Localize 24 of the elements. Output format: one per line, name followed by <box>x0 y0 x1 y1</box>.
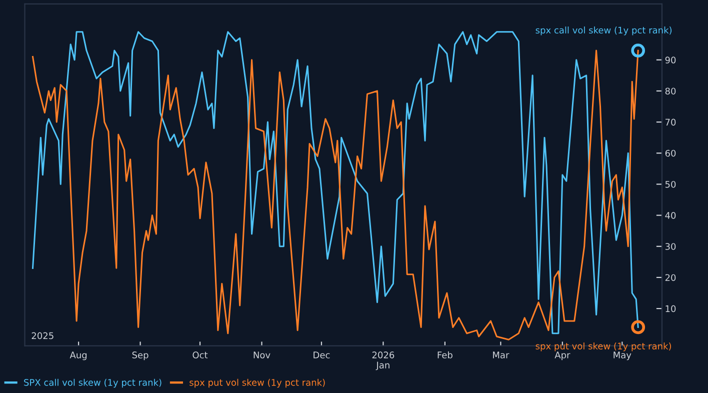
legend-label: spx put vol skew (1y pct rank) <box>190 378 325 388</box>
y-tick-label: 80 <box>665 88 676 95</box>
y-tick-label: 10 <box>666 305 676 312</box>
y-tick-label: 40 <box>665 212 676 219</box>
y-tick-label: 30 <box>665 243 676 250</box>
x-tick-label: May <box>614 352 632 360</box>
x-tick-label: Mar <box>493 352 510 358</box>
annotation: spx call vol skew (1y pct rank) <box>536 26 672 36</box>
x-tick-label: Dec <box>314 352 330 358</box>
x-tick-label: Aug <box>70 352 87 360</box>
y-tick-label: 90 <box>665 56 676 64</box>
x-tick-label: Apr <box>554 352 570 360</box>
x-tick-label: Feb <box>438 351 452 358</box>
annotation: spx put vol skew (1y pct rank) <box>536 342 671 352</box>
x-tick-label: 2026 Jan <box>372 352 394 370</box>
x-tick-label: Nov <box>254 352 270 358</box>
y-tick-label: 20 <box>665 274 676 282</box>
y-tick-label: 50 <box>665 180 676 188</box>
y-tick-label: 70 <box>666 118 676 126</box>
y-tick-label: 60 <box>665 150 676 157</box>
x-tick-label: Oct <box>192 352 208 358</box>
legend-label: SPX call vol skew (1y pct rank) <box>24 378 162 388</box>
x-tick-label: Sep <box>132 352 148 360</box>
annotation: 2025 <box>32 332 54 340</box>
